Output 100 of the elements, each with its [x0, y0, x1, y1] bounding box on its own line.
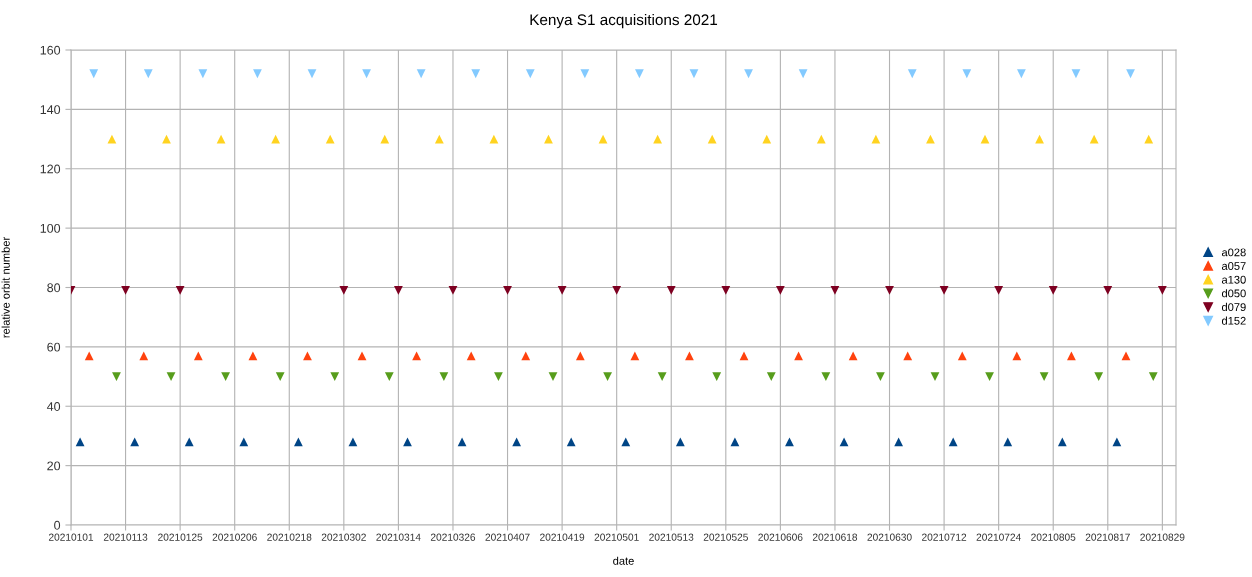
point — [330, 372, 340, 381]
point — [548, 372, 558, 381]
y-tick-label: 120 — [40, 164, 61, 174]
point — [525, 69, 535, 79]
legend-label: a130 — [1221, 275, 1246, 284]
point — [707, 134, 717, 144]
point — [1048, 286, 1058, 295]
point — [907, 69, 917, 79]
point — [521, 351, 531, 361]
x-tick-label: 20210618 — [812, 533, 858, 541]
x-tick-label: 20210805 — [1031, 533, 1076, 541]
point — [603, 372, 612, 381]
x-tick-label: 20210206 — [212, 533, 257, 541]
point — [293, 437, 303, 447]
point — [471, 69, 481, 79]
legend-label: a057 — [1221, 262, 1246, 270]
x-tick-label: 20210218 — [267, 533, 312, 541]
point — [184, 437, 194, 447]
point — [271, 134, 281, 144]
point — [303, 351, 312, 361]
point — [1039, 372, 1049, 381]
point — [89, 69, 99, 79]
point — [512, 437, 522, 447]
point — [876, 372, 885, 381]
point — [248, 351, 258, 361]
legend-label: a028 — [1221, 248, 1246, 257]
point — [685, 351, 694, 361]
point — [666, 286, 676, 295]
point — [494, 372, 503, 381]
point — [75, 437, 85, 447]
point — [939, 286, 949, 295]
x-tick-label: 20210407 — [485, 533, 530, 541]
x-tick-label: 20210525 — [703, 533, 748, 541]
y-tick-label: 140 — [40, 105, 61, 115]
point — [325, 134, 335, 144]
point — [434, 134, 444, 144]
x-tick-label: 20210817 — [1085, 533, 1130, 541]
point — [744, 69, 753, 79]
point — [503, 286, 512, 295]
point — [139, 351, 149, 361]
x-tick-label: 20210419 — [540, 533, 585, 541]
point — [416, 69, 426, 79]
point — [489, 134, 499, 144]
point — [798, 69, 808, 79]
point — [380, 134, 390, 144]
y-tick-label: 160 — [40, 45, 61, 55]
y-tick-label: 80 — [47, 283, 61, 293]
point — [275, 372, 285, 381]
point — [994, 286, 1004, 295]
point — [175, 286, 185, 295]
point — [721, 286, 731, 295]
point — [439, 372, 449, 381]
point — [871, 134, 881, 144]
point — [130, 437, 140, 447]
point — [1157, 286, 1167, 295]
x-tick-label: 20210101 — [48, 533, 94, 541]
point — [1057, 437, 1067, 447]
point — [412, 351, 421, 361]
point — [962, 69, 972, 79]
point — [239, 437, 249, 447]
point — [1089, 134, 1099, 144]
point — [848, 351, 858, 361]
point — [766, 372, 776, 381]
point — [1121, 351, 1131, 361]
x-tick-label: 20210326 — [430, 533, 476, 541]
point — [762, 134, 772, 144]
point — [1144, 134, 1154, 144]
point — [1126, 69, 1135, 79]
legend-label: d079 — [1221, 302, 1246, 312]
point — [821, 372, 831, 381]
point — [985, 372, 994, 381]
point — [1003, 437, 1013, 447]
y-tick-label: 40 — [46, 402, 61, 411]
point — [1017, 69, 1026, 79]
point — [1012, 351, 1022, 361]
point — [448, 286, 458, 295]
y-tick-label: 100 — [40, 223, 61, 233]
point — [894, 437, 903, 447]
legend-label: d152 — [1221, 316, 1246, 325]
x-tick-label: 20210829 — [1140, 533, 1185, 541]
point — [885, 286, 894, 295]
y-tick-label: 60 — [47, 342, 61, 352]
x-axis-title: date — [613, 556, 634, 565]
point — [712, 372, 722, 381]
x-tick-label: 20210125 — [158, 533, 203, 541]
point — [903, 351, 913, 361]
point — [457, 437, 467, 447]
point — [630, 351, 640, 361]
point — [348, 437, 358, 447]
point — [362, 69, 371, 79]
x-tick-label: 20210630 — [867, 533, 912, 541]
x-tick-label: 20210113 — [103, 533, 148, 541]
point — [580, 69, 590, 79]
point — [557, 286, 567, 295]
point — [930, 372, 940, 381]
point — [957, 351, 967, 361]
legend-label: d050 — [1221, 289, 1246, 298]
point — [830, 286, 840, 295]
point — [730, 437, 740, 447]
point — [466, 351, 476, 361]
